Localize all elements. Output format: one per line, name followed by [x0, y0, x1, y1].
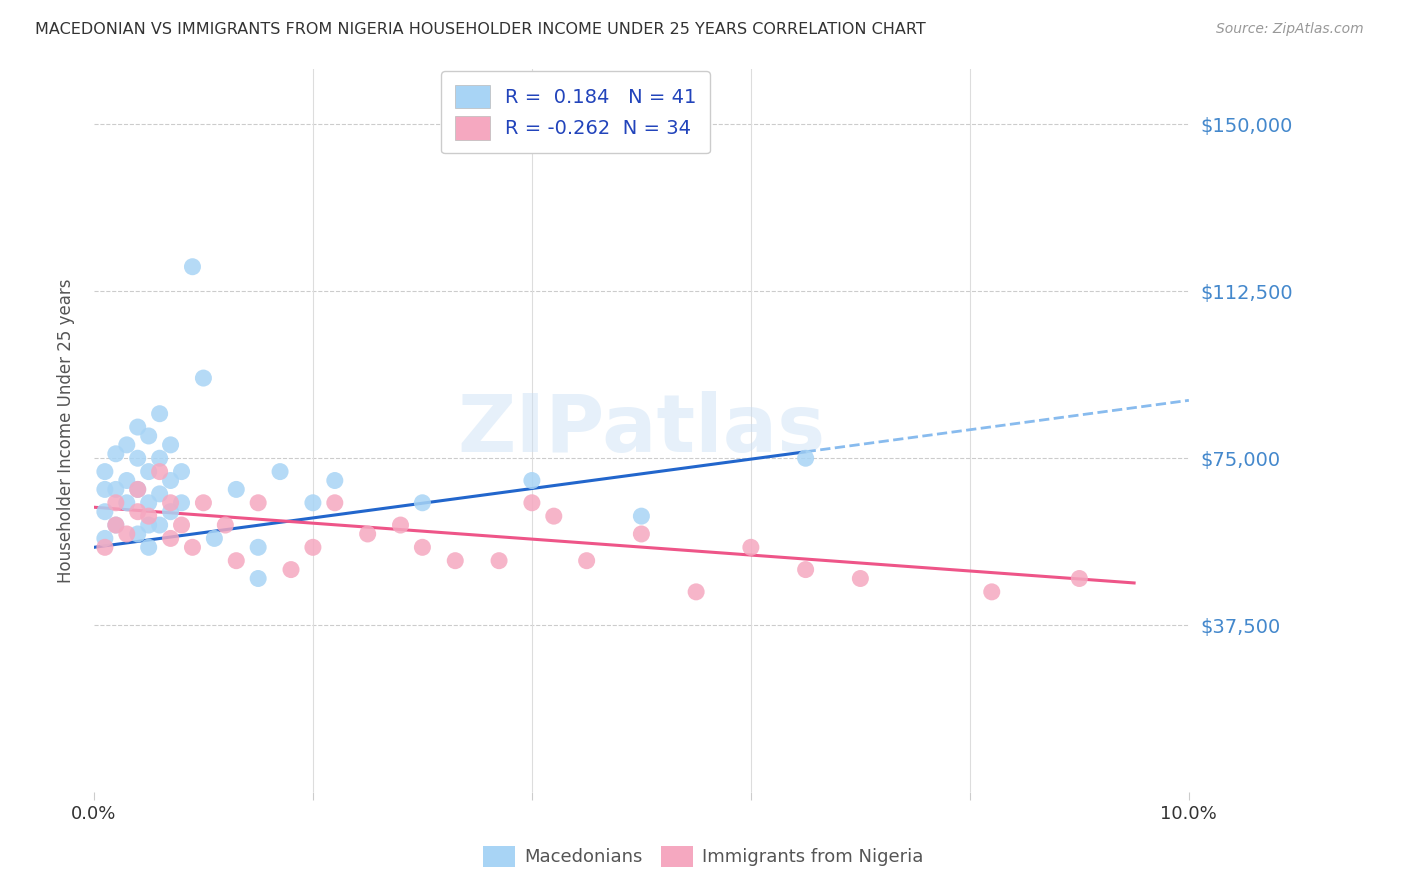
Point [127, 420, 149, 434]
Point [149, 407, 172, 421]
Point [323, 496, 346, 510]
Point [149, 465, 172, 479]
Point [138, 509, 160, 524]
Legend: R =  0.184   N = 41, R = -0.262  N = 34: R = 0.184 N = 41, R = -0.262 N = 34 [441, 71, 710, 153]
Point [980, 585, 1002, 599]
Point [127, 451, 149, 466]
Point [104, 518, 127, 533]
Point [94, 541, 117, 555]
Point [138, 518, 160, 533]
Point [740, 541, 762, 555]
Point [323, 474, 346, 488]
Legend: Macedonians, Immigrants from Nigeria: Macedonians, Immigrants from Nigeria [475, 838, 931, 874]
Point [214, 518, 236, 533]
Point [127, 483, 149, 497]
Point [181, 541, 204, 555]
Point [149, 487, 172, 501]
Point [94, 465, 117, 479]
Text: Source: ZipAtlas.com: Source: ZipAtlas.com [1216, 22, 1364, 37]
Point [170, 496, 193, 510]
Point [170, 465, 193, 479]
Point [488, 554, 510, 568]
Point [543, 509, 565, 524]
Point [127, 527, 149, 541]
Point [104, 483, 127, 497]
Point [794, 563, 817, 577]
Point [630, 509, 652, 524]
Point [94, 505, 117, 519]
Point [181, 260, 204, 274]
Point [149, 518, 172, 533]
Point [127, 483, 149, 497]
Point [389, 518, 412, 533]
Point [193, 371, 215, 385]
Point [115, 474, 138, 488]
Point [411, 496, 433, 510]
Point [159, 505, 181, 519]
Point [411, 541, 433, 555]
Text: ZIPatlas: ZIPatlas [457, 392, 825, 469]
Point [1069, 572, 1091, 586]
Point [104, 496, 127, 510]
Point [520, 496, 543, 510]
Point [269, 465, 291, 479]
Point [356, 527, 378, 541]
Y-axis label: Householder Income Under 25 years: Householder Income Under 25 years [58, 278, 75, 582]
Point [685, 585, 707, 599]
Point [115, 527, 138, 541]
Point [247, 572, 270, 586]
Point [575, 554, 598, 568]
Point [138, 429, 160, 443]
Point [138, 496, 160, 510]
Point [247, 541, 270, 555]
Point [202, 532, 225, 546]
Point [193, 496, 215, 510]
Point [159, 438, 181, 452]
Point [302, 541, 325, 555]
Point [630, 527, 652, 541]
Point [104, 518, 127, 533]
Point [115, 496, 138, 510]
Point [280, 563, 302, 577]
Point [170, 518, 193, 533]
Point [225, 554, 247, 568]
Point [520, 474, 543, 488]
Point [849, 572, 872, 586]
Point [127, 505, 149, 519]
Point [444, 554, 467, 568]
Point [225, 483, 247, 497]
Point [138, 465, 160, 479]
Point [94, 483, 117, 497]
Point [138, 541, 160, 555]
Point [115, 438, 138, 452]
Point [94, 532, 117, 546]
Point [159, 496, 181, 510]
Point [302, 496, 325, 510]
Point [149, 451, 172, 466]
Text: MACEDONIAN VS IMMIGRANTS FROM NIGERIA HOUSEHOLDER INCOME UNDER 25 YEARS CORRELAT: MACEDONIAN VS IMMIGRANTS FROM NIGERIA HO… [35, 22, 927, 37]
Point [159, 532, 181, 546]
Point [159, 474, 181, 488]
Point [104, 447, 127, 461]
Point [794, 451, 817, 466]
Point [247, 496, 270, 510]
